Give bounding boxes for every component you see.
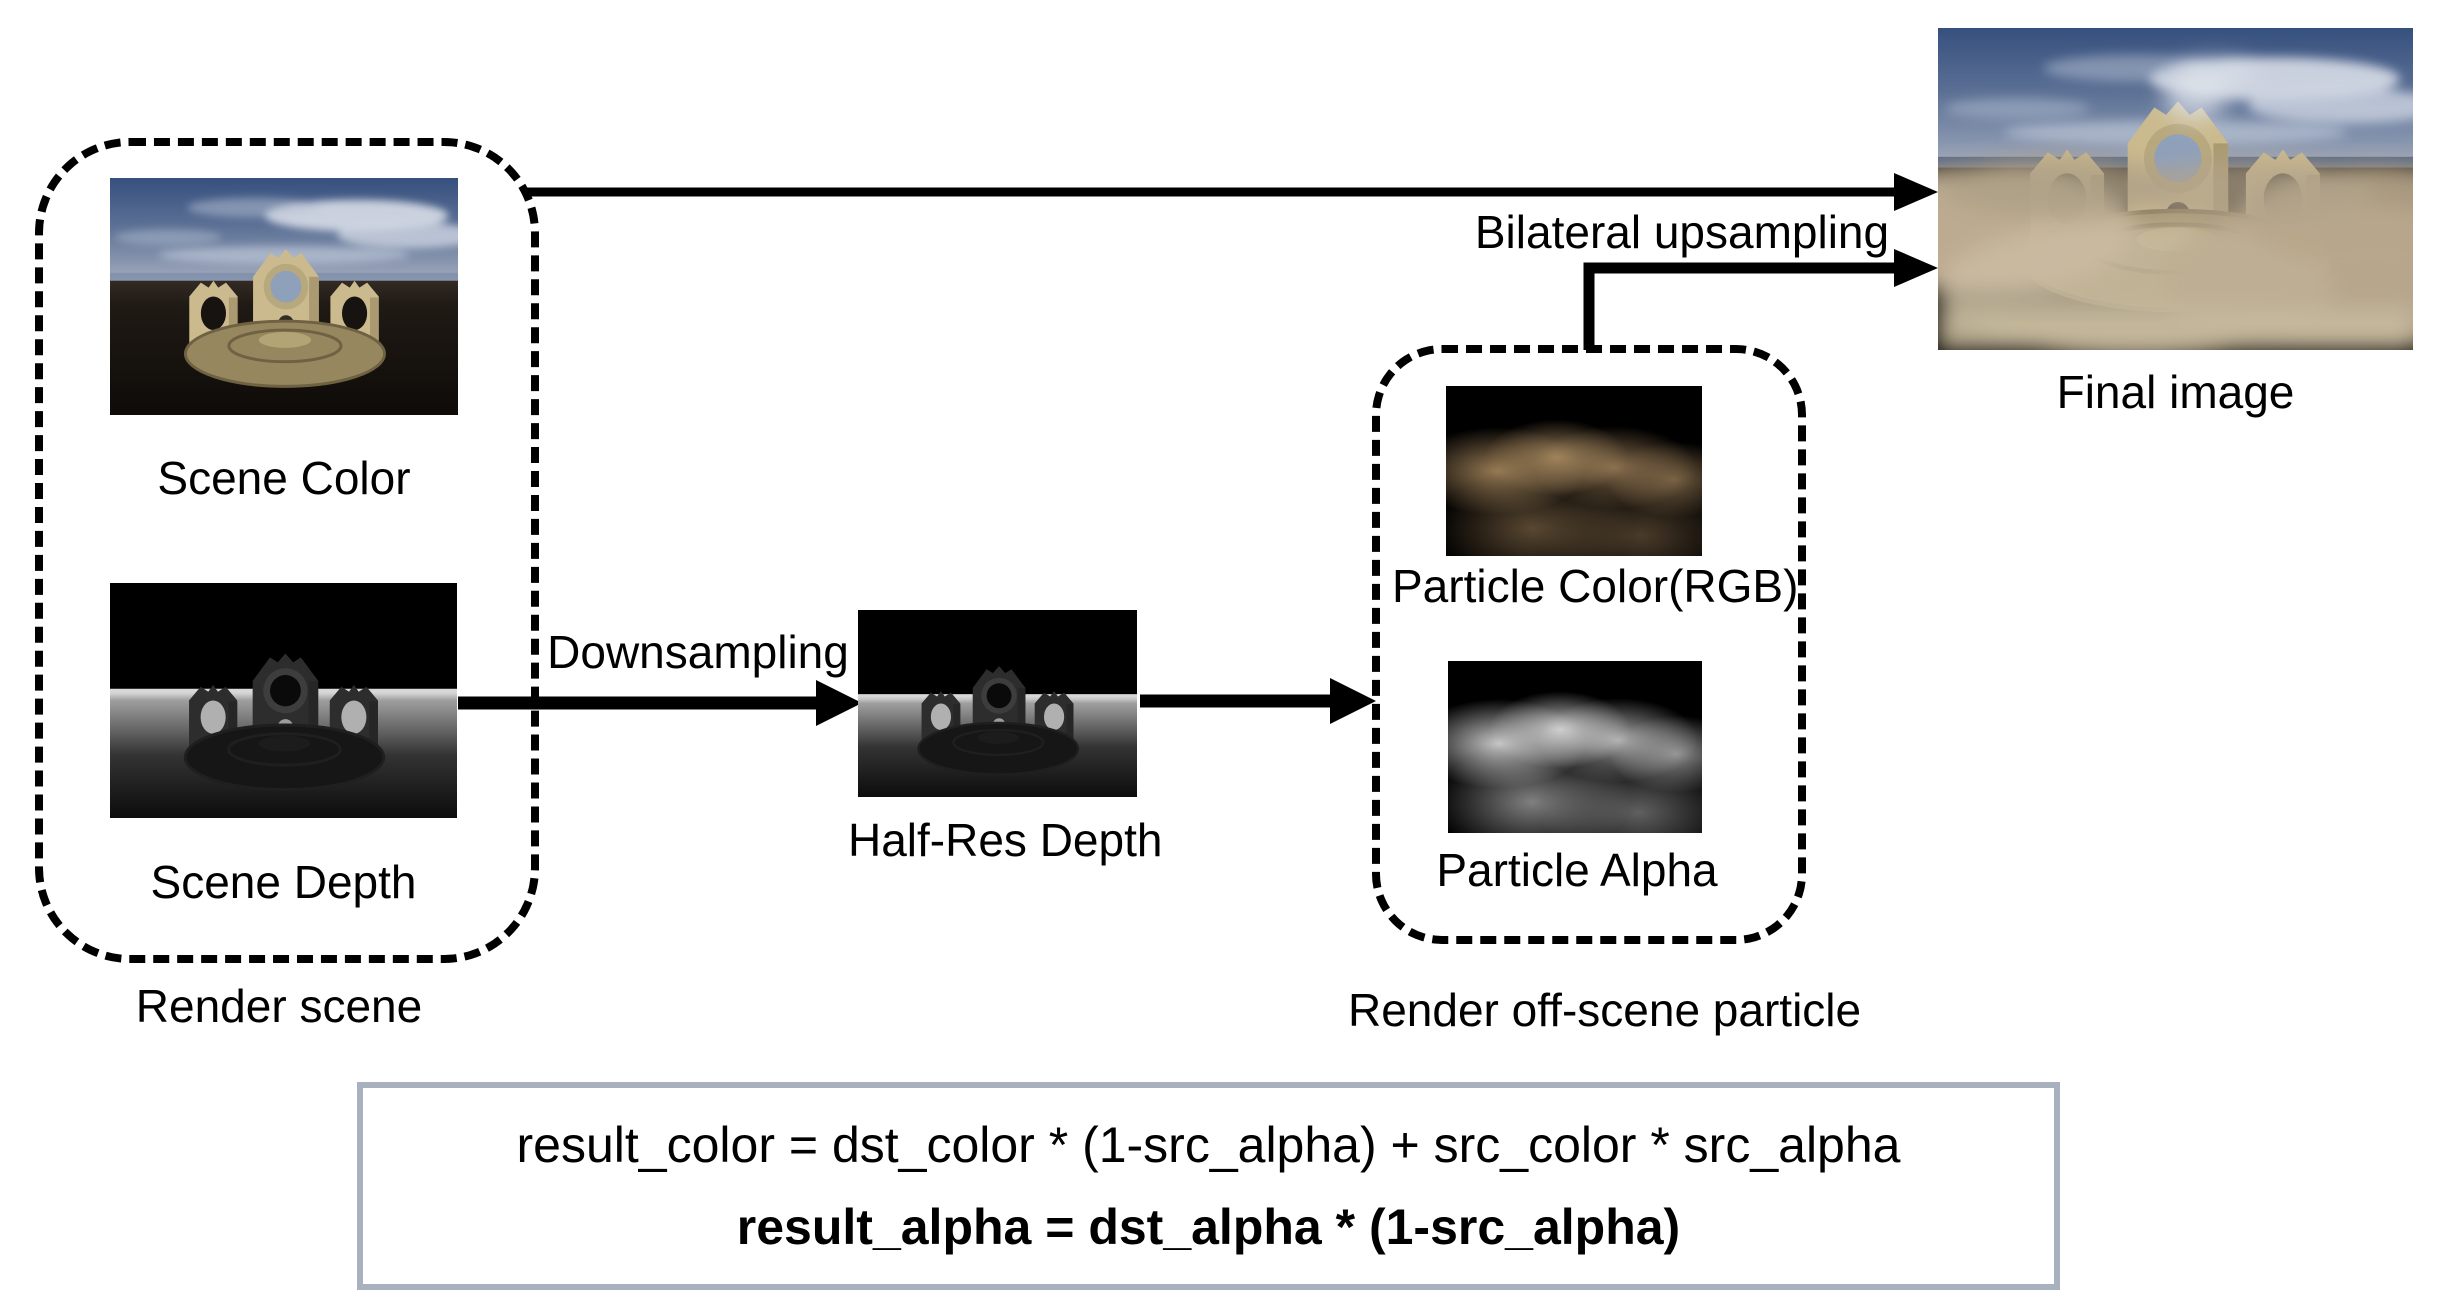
scene-depth-label: Scene Depth [150, 856, 417, 908]
scene-color-thumbnail [110, 178, 458, 415]
downsampling-label: Downsampling [547, 626, 849, 678]
render-off-scene-particle-group-box [1372, 345, 1806, 944]
particle-color-thumbnail [1446, 386, 1702, 556]
half-res-depth-label: Half-Res Depth [848, 814, 1163, 866]
render-scene-caption: Render scene [135, 980, 423, 1032]
scene-color-label: Scene Color [157, 452, 411, 504]
render-off-scene-particle-caption: Render off-scene particle [1348, 984, 1862, 1036]
half-res-to-particles-arrow [1140, 678, 1376, 724]
bilateral-upsampling-label: Bilateral upsampling [1474, 206, 1890, 258]
final-image-label: Final image [2056, 366, 2295, 418]
particle-alpha-thumbnail [1448, 661, 1702, 833]
formula-alpha-equation: result_alpha = dst_alpha * (1-src_alpha) [736, 1199, 1681, 1255]
render-scene-group-box [35, 138, 539, 963]
half-res-depth-thumbnail [858, 610, 1137, 797]
final-image-thumbnail [1938, 28, 2413, 350]
scene-depth-thumbnail [110, 583, 457, 818]
particle-color-label: Particle Color(RGB) [1392, 560, 1799, 612]
formula-color-equation: result_color = dst_color * (1-src_alpha)… [516, 1117, 1901, 1173]
particle-alpha-label: Particle Alpha [1436, 844, 1718, 896]
formula-box: result_color = dst_color * (1-src_alpha)… [357, 1082, 2060, 1290]
particles-to-final-arrow [1583, 249, 1938, 350]
